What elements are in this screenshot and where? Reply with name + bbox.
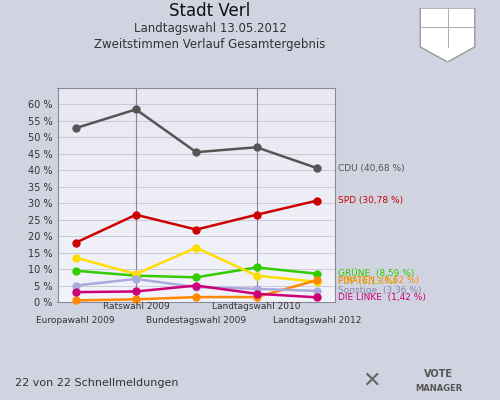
Polygon shape [420, 8, 475, 62]
Text: SPD (30,78 %): SPD (30,78 %) [338, 196, 404, 205]
Text: PIRATEN  (6,62 %): PIRATEN (6,62 %) [338, 276, 419, 285]
Text: FDP (6,13 %): FDP (6,13 %) [338, 277, 397, 286]
Text: MANAGER: MANAGER [415, 384, 463, 393]
Text: Ratswahl 2009: Ratswahl 2009 [102, 302, 170, 311]
Text: Landtagswahl 2012: Landtagswahl 2012 [272, 316, 361, 325]
Text: GRÜNE  (8,59 %): GRÜNE (8,59 %) [338, 269, 415, 278]
Text: VOTE: VOTE [424, 368, 453, 378]
Text: Zweitstimmen Verlauf Gesamtergebnis: Zweitstimmen Verlauf Gesamtergebnis [94, 38, 326, 51]
Text: Landtagswahl 13.05.2012: Landtagswahl 13.05.2012 [134, 22, 286, 35]
Text: Europawahl 2009: Europawahl 2009 [36, 316, 115, 325]
Text: ✕: ✕ [362, 371, 380, 391]
Text: Stadt Verl: Stadt Verl [170, 2, 250, 20]
Text: 22 von 22 Schnellmeldungen: 22 von 22 Schnellmeldungen [15, 378, 178, 388]
Text: Sonstige  (3,36 %): Sonstige (3,36 %) [338, 286, 422, 296]
Text: Bundestagswahl 2009: Bundestagswahl 2009 [146, 316, 246, 325]
Text: CDU (40,68 %): CDU (40,68 %) [338, 164, 405, 172]
Text: DIE LINKE  (1,42 %): DIE LINKE (1,42 %) [338, 293, 426, 302]
Text: Landtagswahl 2010: Landtagswahl 2010 [212, 302, 301, 311]
